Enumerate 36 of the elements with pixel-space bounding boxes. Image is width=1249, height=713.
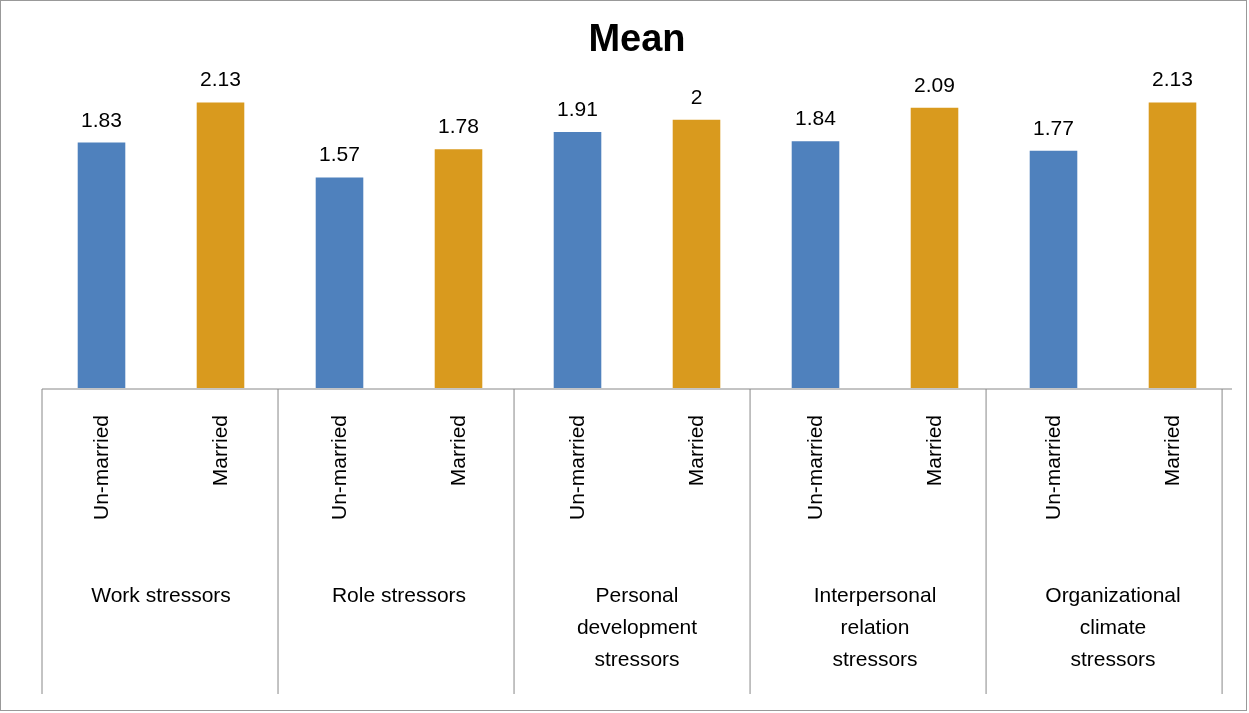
data-label: 1.84	[795, 106, 837, 130]
text: Married	[207, 415, 231, 487]
bar	[1148, 102, 1197, 388]
x-tick-label: Interpersonal relation stressors	[813, 583, 937, 670]
x-tick-label: Role stressors	[331, 583, 467, 606]
data-label: 1.78	[438, 114, 479, 138]
bar	[434, 149, 483, 388]
text: Un-married	[1040, 415, 1064, 521]
chart-title: Mean	[588, 17, 686, 60]
data-label: 2	[690, 84, 703, 108]
bar	[553, 131, 602, 388]
x-tick-label: Personal development stressors	[576, 583, 698, 670]
bar	[196, 102, 245, 388]
x-tick-label: Organizational climate stressors	[1045, 583, 1181, 670]
data-label: 1.91	[557, 96, 598, 120]
x-tick-label: Work stressors	[91, 583, 231, 606]
data-label: 1.77	[1033, 115, 1074, 139]
data-label: 2.09	[914, 72, 955, 96]
bar	[1029, 150, 1078, 388]
bar	[910, 107, 959, 388]
bar	[315, 177, 364, 388]
bar	[672, 119, 721, 388]
text: Married	[921, 415, 945, 487]
data-label: 1.57	[319, 142, 360, 166]
data-label: 2.13	[200, 67, 241, 91]
text: Un-married	[802, 415, 826, 521]
bar	[791, 141, 840, 388]
text: Married	[1159, 415, 1183, 487]
text: Married	[683, 415, 707, 487]
bar	[77, 142, 126, 388]
text: Married	[445, 415, 469, 487]
text: Un-married	[564, 415, 588, 521]
data-label: 1.83	[81, 107, 122, 131]
text: Un-married	[88, 415, 112, 521]
data-label: 2.13	[1152, 67, 1193, 91]
text: Un-married	[326, 415, 350, 521]
